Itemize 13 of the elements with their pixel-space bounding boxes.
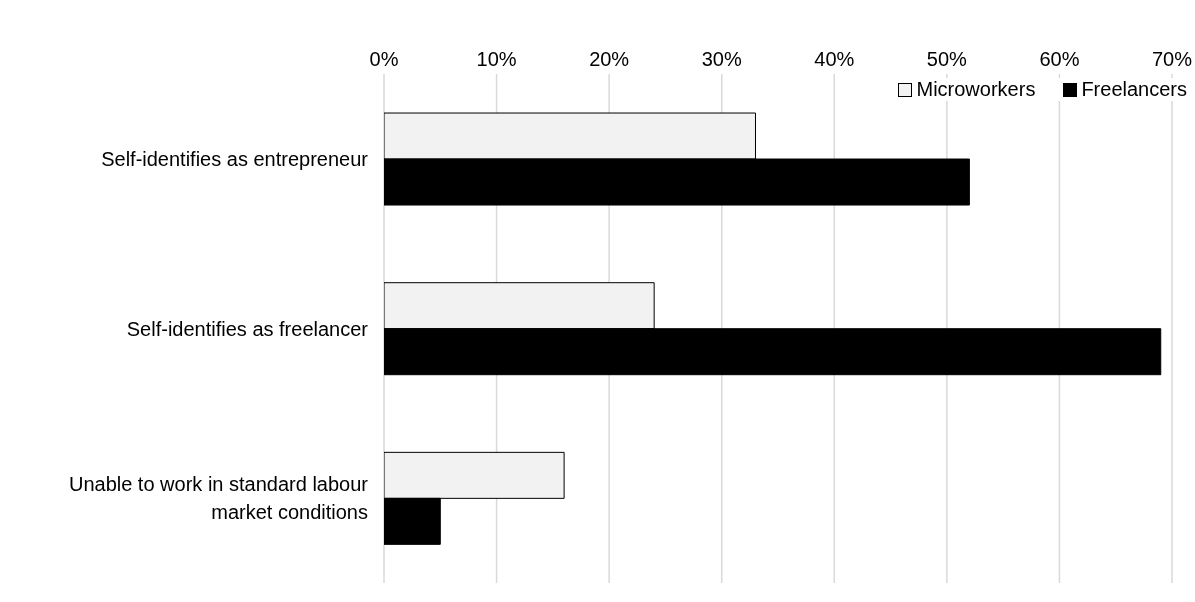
- y-tick-label: Unable to work in standard labour market conditions: [68, 473, 369, 524]
- x-tick-label: 60%: [1039, 48, 1080, 70]
- legend-label: Freelancers: [1081, 78, 1187, 101]
- x-tick-label: 50%: [926, 48, 968, 70]
- x-tick-label: 10%: [476, 48, 517, 70]
- y-tick-label: Self-identifies as freelancer: [126, 317, 369, 340]
- x-tick-label: 40%: [814, 48, 855, 70]
- y-tick-label: Self-identifies as entrepreneur: [101, 147, 369, 170]
- x-tick-label: 70%: [1151, 48, 1193, 70]
- legend-label: Microworkers: [916, 78, 1036, 101]
- x-tick-label: 0%: [369, 48, 399, 70]
- x-tick-label: 30%: [701, 48, 742, 70]
- x-tick-label: 20%: [589, 48, 630, 70]
